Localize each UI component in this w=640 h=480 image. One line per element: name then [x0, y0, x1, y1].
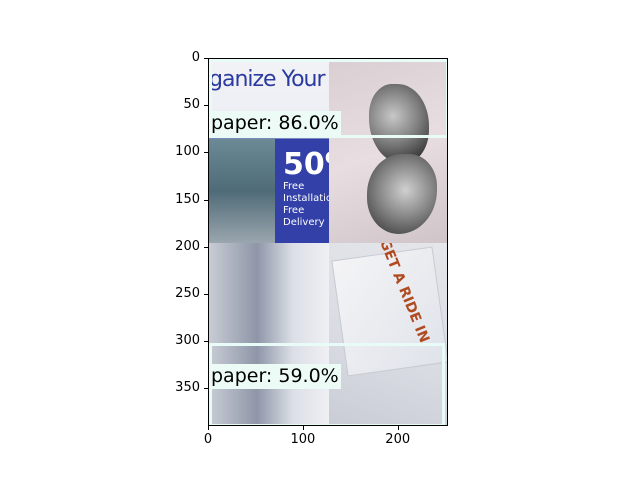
y-tick-label: 0 [191, 50, 200, 65]
x-tick-mark [208, 426, 209, 430]
y-tick-mark [204, 388, 208, 390]
foil-object-2 [367, 154, 437, 234]
foil-object [369, 84, 429, 164]
y-tick-mark [204, 199, 208, 201]
x-tick-label: 0 [203, 432, 213, 447]
x-tick-mark [302, 426, 304, 430]
y-tick-mark [204, 105, 208, 107]
promo-panel [275, 139, 329, 243]
tile-bottom-right: GET A RIDE IN [329, 243, 447, 425]
x-tick-mark [397, 426, 399, 430]
detection-label-1: paper: 86.0% [209, 111, 341, 136]
promo-line-2: Free Delivery [283, 205, 325, 228]
y-tick-label: 350 [175, 380, 200, 396]
image-plot-area: ganize Your Home 50% Free Installation F… [208, 58, 448, 426]
promo-line-1: Free Installation [283, 181, 329, 204]
room-photo [209, 139, 275, 243]
tile-top-left: ganize Your Home 50% Free Installation F… [209, 59, 329, 243]
tile-bottom-left [209, 243, 329, 425]
y-tick-mark [204, 58, 208, 59]
promo-subtext: Free Installation Free Delivery [283, 181, 329, 229]
y-tick-mark [204, 246, 208, 248]
promo-percent: 50% [283, 147, 329, 182]
y-tick-label: 150 [175, 191, 200, 207]
tile-top-right [329, 59, 447, 243]
y-tick-mark [204, 152, 208, 154]
detection-box-1 [209, 59, 447, 138]
y-tick-label: 250 [175, 285, 200, 301]
x-tick-label: 200 [385, 432, 411, 447]
brand-banner-text: ganize Your Home [209, 67, 329, 92]
y-tick-label: 50 [183, 97, 200, 113]
x-tick-label: 100 [290, 432, 316, 447]
y-tick-label: 200 [175, 238, 200, 254]
detection-label-2: paper: 59.0% [209, 364, 341, 389]
y-tick-mark [204, 293, 208, 295]
y-tick-mark [204, 341, 208, 343]
y-tick-label: 100 [175, 144, 200, 160]
y-tick-label: 300 [175, 333, 200, 349]
